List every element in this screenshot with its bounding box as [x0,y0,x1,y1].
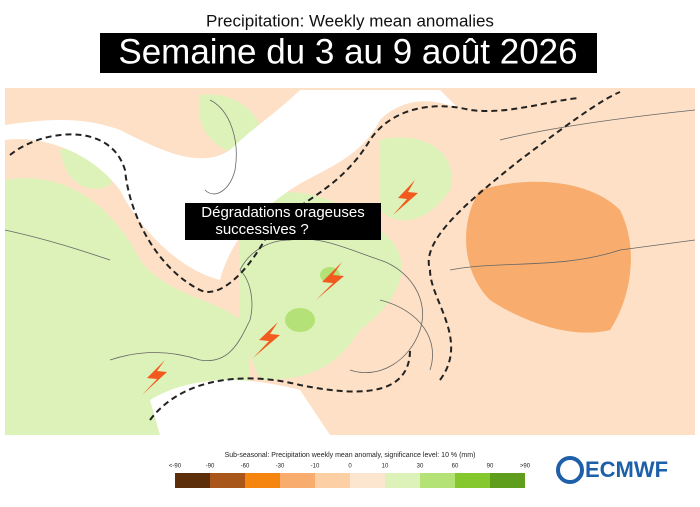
logo: ECMWF [556,456,668,484]
colorbar-swatch [245,473,280,488]
logo-icon [556,456,584,484]
coastlines [4,99,696,373]
wet-area [5,178,250,436]
logo-text: ECMWF [585,457,668,482]
colorbar-label: 90 [487,464,494,470]
colorbar-swatch [455,473,490,488]
dry-area [466,181,631,333]
colorbar-label: 0 [348,464,352,470]
colorbar-swatch [350,473,385,488]
annotation-box [185,203,381,240]
neutral-area [5,90,460,280]
neutral-area [150,380,330,435]
colorbar-swatch [420,473,455,488]
wet-area [380,137,452,221]
annotation: successives ? [215,221,308,238]
colorbar-title: Sub-seasonal: Precipitation weekly mean … [225,452,476,459]
colorbar-label: 60 [452,464,459,470]
subtitle: Semaine du 3 au 9 août 2026 [118,32,577,71]
colorbar-label: <-90 [169,464,182,470]
title: Precipitation: Weekly mean anomalies [206,11,494,30]
colorbar-swatch [315,473,350,488]
colorbar-label: 10 [382,464,389,470]
colorbar-label: -30 [276,464,285,470]
lightning-icons [142,180,418,395]
map: Dégradations orageuses successives ? [4,88,696,436]
colorbar-swatch [280,473,315,488]
annotation: Dégradations orageuses [201,204,364,221]
colorbar-swatch [210,473,245,488]
colorbar-swatch [490,473,525,488]
colorbar-label: 30 [417,464,424,470]
colorbar: Sub-seasonal: Precipitation weekly mean … [169,452,531,488]
colorbar-label: -60 [241,464,250,470]
colorbar-label: -90 [206,464,215,470]
wet-core [285,308,315,332]
colorbar-label: -10 [311,464,320,470]
colorbar-label: >90 [520,464,531,470]
colorbar-swatch [385,473,420,488]
colorbar-swatch [175,473,210,488]
subtitle-box [100,33,597,73]
